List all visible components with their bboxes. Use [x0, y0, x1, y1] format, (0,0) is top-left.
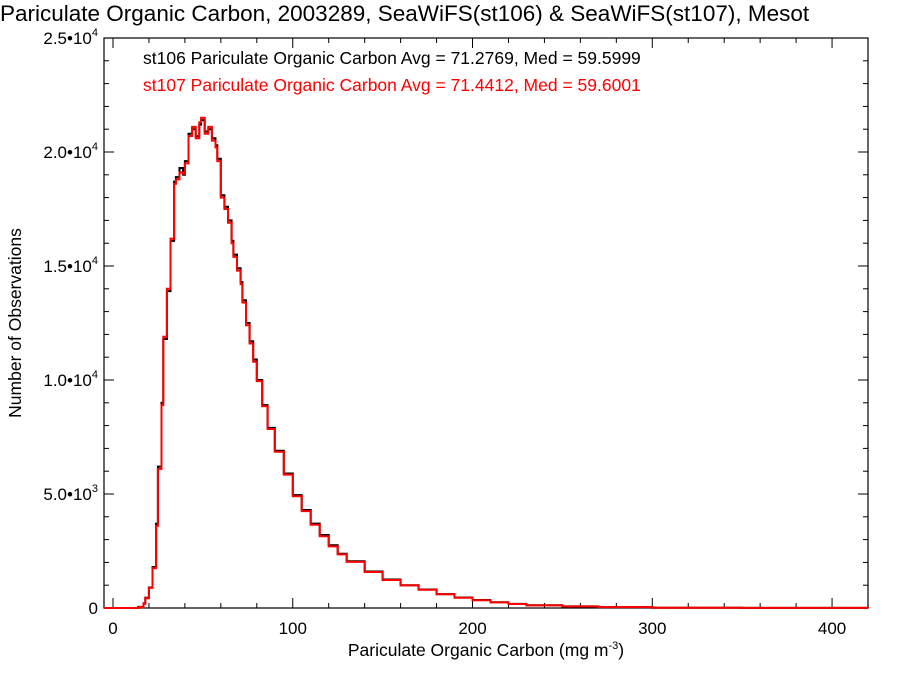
legend-entry: st107 Pariculate Organic Carbon Avg = 71… — [143, 75, 641, 95]
chart-title: Pariculate Organic Carbon, 2003289, SeaW… — [0, 1, 810, 26]
series-line-st107 — [104, 116, 869, 609]
y-tick-label: 1.5•104 — [43, 255, 98, 276]
y-axis-label: Number of Observations — [5, 228, 25, 418]
y-tick-label: 5.0•103 — [43, 483, 98, 504]
plot-frame — [103, 37, 869, 609]
y-tick-label: 0 — [89, 599, 98, 618]
series-lines — [104, 116, 869, 609]
y-tick-label: 2.0•104 — [43, 141, 98, 162]
x-tick-label: 300 — [638, 619, 666, 638]
x-tick-label: 200 — [458, 619, 486, 638]
y-tick-label: 2.5•104 — [43, 27, 98, 48]
series-line-st106 — [104, 119, 869, 609]
axis-ticks: 0 100 200 300 400 0 5.0•103 1.0•104 1.5•104 2.0•1… — [43, 27, 869, 638]
x-tick-label: 100 — [279, 619, 307, 638]
legend-entry: st106 Pariculate Organic Carbon Avg = 71… — [143, 48, 641, 68]
axis-labels: Pariculate Organic Carbon (mg m-3) Number… — [5, 228, 624, 660]
x-tick-label: 400 — [818, 619, 846, 638]
x-axis-label: Pariculate Organic Carbon (mg m-3) — [348, 640, 624, 660]
y-tick-label: 1.0•104 — [43, 369, 98, 390]
plot-axes — [103, 37, 869, 609]
x-tick-label: 0 — [108, 619, 117, 638]
legend: st106 Pariculate Organic Carbon Avg = 71… — [143, 48, 641, 95]
